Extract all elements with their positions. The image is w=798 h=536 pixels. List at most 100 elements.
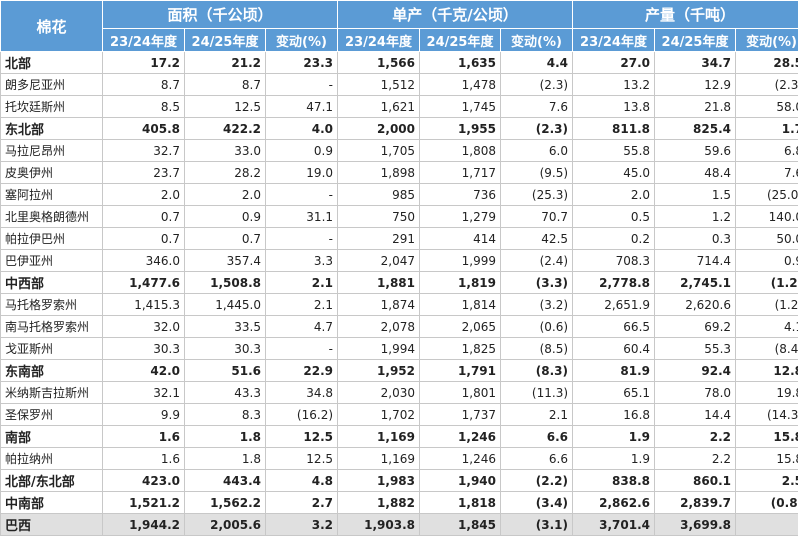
value-cell: 28.2 bbox=[185, 162, 266, 184]
value-cell: 1,801 bbox=[420, 382, 501, 404]
value-cell: 23.3 bbox=[266, 52, 338, 74]
value-cell: 1,952 bbox=[338, 360, 420, 382]
row-name-cell: 北部 bbox=[1, 52, 103, 74]
value-cell: 59.6 bbox=[655, 140, 736, 162]
value-cell: (2.4) bbox=[501, 250, 573, 272]
value-cell: 860.1 bbox=[655, 470, 736, 492]
value-cell: 22.9 bbox=[266, 360, 338, 382]
value-cell: - bbox=[266, 338, 338, 360]
value-cell: 4.1 bbox=[736, 316, 798, 338]
row-name-cell: 帕拉伊巴州 bbox=[1, 228, 103, 250]
value-cell: 750 bbox=[338, 206, 420, 228]
value-cell: 42.5 bbox=[501, 228, 573, 250]
value-cell: 357.4 bbox=[185, 250, 266, 272]
value-cell: 2.5 bbox=[736, 470, 798, 492]
value-cell: 51.6 bbox=[185, 360, 266, 382]
value-cell: 1,994 bbox=[338, 338, 420, 360]
value-cell: - bbox=[266, 228, 338, 250]
value-cell: (8.4) bbox=[736, 338, 798, 360]
value-cell: 414 bbox=[420, 228, 501, 250]
value-cell: 17.2 bbox=[103, 52, 185, 74]
value-cell: 0.7 bbox=[185, 228, 266, 250]
value-cell: - bbox=[266, 184, 338, 206]
value-cell: 443.4 bbox=[185, 470, 266, 492]
value-cell: 405.8 bbox=[103, 118, 185, 140]
value-cell: 838.8 bbox=[573, 470, 655, 492]
value-cell: 28.5 bbox=[736, 52, 798, 74]
value-cell: 2,078 bbox=[338, 316, 420, 338]
value-cell: 1,445.0 bbox=[185, 294, 266, 316]
value-cell: 0.5 bbox=[573, 206, 655, 228]
value-cell: 47.1 bbox=[266, 96, 338, 118]
value-cell: (14.3) bbox=[736, 404, 798, 426]
value-cell: (11.3) bbox=[501, 382, 573, 404]
subcol-header: 变动(%) bbox=[266, 29, 338, 52]
value-cell: 2,000 bbox=[338, 118, 420, 140]
value-cell: 2.1 bbox=[501, 404, 573, 426]
value-cell: 1.2 bbox=[655, 206, 736, 228]
value-cell: 21.8 bbox=[655, 96, 736, 118]
value-cell: 1,415.3 bbox=[103, 294, 185, 316]
value-cell: 1.9 bbox=[573, 426, 655, 448]
value-cell: 1,955 bbox=[420, 118, 501, 140]
value-cell: 1.5 bbox=[655, 184, 736, 206]
value-cell: 1,566 bbox=[338, 52, 420, 74]
value-cell: 16.8 bbox=[573, 404, 655, 426]
value-cell: 0.9 bbox=[266, 140, 338, 162]
row-name-cell: 托坎廷斯州 bbox=[1, 96, 103, 118]
value-cell: 1,512 bbox=[338, 74, 420, 96]
row-name-cell: 米纳斯吉拉斯州 bbox=[1, 382, 103, 404]
value-cell: 0.7 bbox=[103, 206, 185, 228]
value-cell: 12.9 bbox=[655, 74, 736, 96]
value-cell: 8.3 bbox=[185, 404, 266, 426]
value-cell: 19.8 bbox=[736, 382, 798, 404]
value-cell: 1,169 bbox=[338, 448, 420, 470]
value-cell: 1,478 bbox=[420, 74, 501, 96]
value-cell: 32.0 bbox=[103, 316, 185, 338]
value-cell: 34.7 bbox=[655, 52, 736, 74]
value-cell: (8.3) bbox=[501, 360, 573, 382]
value-cell: 6.6 bbox=[501, 448, 573, 470]
group-header-production: 产量（千吨） bbox=[573, 1, 798, 29]
value-cell: 3.3 bbox=[266, 250, 338, 272]
subcol-header: 24/25年度 bbox=[185, 29, 266, 52]
value-cell: 1,621 bbox=[338, 96, 420, 118]
value-cell: 140.0 bbox=[736, 206, 798, 228]
row-name-cell: 皮奥伊州 bbox=[1, 162, 103, 184]
value-cell: (2.3) bbox=[501, 74, 573, 96]
value-cell: 48.4 bbox=[655, 162, 736, 184]
value-cell: 1,745 bbox=[420, 96, 501, 118]
value-cell: 1.7 bbox=[736, 118, 798, 140]
value-cell: 13.2 bbox=[573, 74, 655, 96]
row-name-cell: 戈亚斯州 bbox=[1, 338, 103, 360]
value-cell: 2.0 bbox=[185, 184, 266, 206]
value-cell: 1,874 bbox=[338, 294, 420, 316]
value-cell: 1,940 bbox=[420, 470, 501, 492]
value-cell: 1,246 bbox=[420, 426, 501, 448]
value-cell: 15.8 bbox=[736, 448, 798, 470]
value-cell: 34.8 bbox=[266, 382, 338, 404]
value-cell: 1,635 bbox=[420, 52, 501, 74]
value-cell: 1,508.8 bbox=[185, 272, 266, 294]
value-cell: 12.5 bbox=[185, 96, 266, 118]
subcol-header: 变动(%) bbox=[736, 29, 798, 52]
value-cell: 1.6 bbox=[103, 448, 185, 470]
value-cell: 13.8 bbox=[573, 96, 655, 118]
value-cell: 423.0 bbox=[103, 470, 185, 492]
value-cell: 19.0 bbox=[266, 162, 338, 184]
table-body: 北部17.221.223.31,5661,6354.427.034.728.5朗… bbox=[1, 52, 798, 536]
group-header-yield: 单产（千克/公顷） bbox=[338, 1, 573, 29]
value-cell: 708.3 bbox=[573, 250, 655, 272]
row-name-cell: 北部/东北部 bbox=[1, 470, 103, 492]
header-row-groups: 棉花 面积（千公顷） 单产（千克/公顷） 产量（千吨） bbox=[1, 1, 798, 29]
value-cell: 1,279 bbox=[420, 206, 501, 228]
value-cell: 33.5 bbox=[185, 316, 266, 338]
value-cell: 30.3 bbox=[103, 338, 185, 360]
